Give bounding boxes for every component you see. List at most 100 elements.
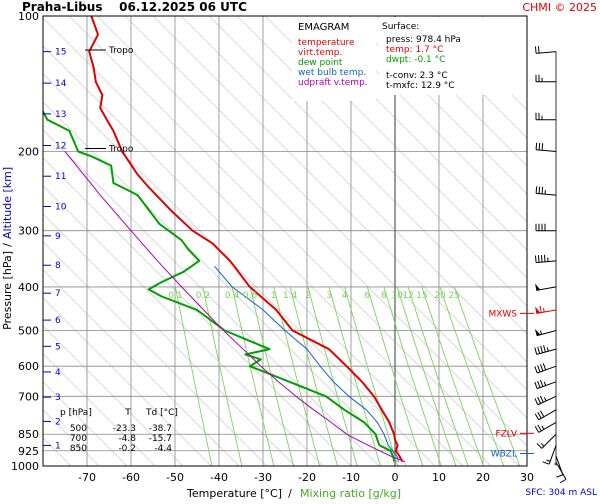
mxws-marker-label: MXWS xyxy=(488,309,517,319)
wind-barb xyxy=(535,46,556,53)
mixing-ratio-label: 8 xyxy=(381,291,387,301)
wind-barb xyxy=(543,445,556,464)
wind-barb xyxy=(535,380,556,389)
y-axis-title: Pressure [hPa] / Altitude [km] xyxy=(1,167,14,330)
mixing-ratio-label: 0.4 xyxy=(225,291,240,301)
x-axis-separator: / xyxy=(288,487,292,500)
wind-barb xyxy=(536,75,556,82)
altitude-tick-label: 2 xyxy=(55,417,61,427)
table-row-500-t: -23.3 xyxy=(113,424,136,434)
altitude-tick-label: 6 xyxy=(55,316,61,326)
altitude-tick-label: 4 xyxy=(55,368,61,378)
mixing-ratio-label: 1.4 xyxy=(283,291,298,301)
wind-barb xyxy=(536,143,556,152)
temperature-tick-label: -70 xyxy=(78,471,96,484)
altitude-tick-label: 10 xyxy=(55,203,67,213)
tropopause-label: Tropo xyxy=(108,145,134,155)
y-axis-label-altitude: Altitude [km] xyxy=(1,167,14,239)
table-row-500-p: 500 xyxy=(70,424,87,434)
altitude-tick-label: 9 xyxy=(55,232,61,242)
wind-barb xyxy=(536,113,556,120)
table-row-700-p: 700 xyxy=(70,434,87,444)
altitude-tick-label: 3 xyxy=(55,393,61,403)
mixing-ratio-label: 2 xyxy=(305,291,311,301)
legend-entry-updraft: udpraft v.temp. xyxy=(298,78,368,88)
altitude-tick-label: 1 xyxy=(55,441,61,451)
mixing-ratio-label: 4 xyxy=(342,291,348,301)
temperature-tick-label: -10 xyxy=(342,471,360,484)
table-header-td: Td [°C] xyxy=(145,408,178,418)
temperature-tick-label: -30 xyxy=(254,471,272,484)
wind-barb xyxy=(556,456,563,477)
altitude-tick-label: 14 xyxy=(55,79,67,89)
surface-heading: Surface: xyxy=(382,22,419,32)
mixing-ratio-label: 0.1 xyxy=(168,291,182,301)
pressure-tick-label: 700 xyxy=(18,390,39,403)
legend-entry-virtual-temperature: virt.temp. xyxy=(298,48,342,58)
altitude-tick-label: 15 xyxy=(55,48,66,58)
altitude-tick-label: 12 xyxy=(55,142,66,152)
table-row-850-p: 850 xyxy=(70,444,87,454)
pressure-tick-label: 400 xyxy=(18,281,39,294)
surface-tconv: t-conv: 2.3 °C xyxy=(386,71,448,81)
altitude-tick-label: 7 xyxy=(55,289,61,299)
surface-pressure: press: 978.4 hPa xyxy=(386,35,461,45)
altitude-tick-label: 13 xyxy=(55,110,66,120)
wind-barb xyxy=(537,434,556,448)
x-axis-label-mixing: Mixing ratio [g/kg] xyxy=(300,487,401,500)
legend-box: EMAGRAM temperature virt.temp. dew point… xyxy=(292,17,376,101)
mixing-ratio-label: 20 xyxy=(434,291,446,301)
pressure-tick-label: 600 xyxy=(18,360,39,373)
pressure-tick-label: 500 xyxy=(18,325,39,338)
mixing-ratio-label: 6 xyxy=(364,291,370,301)
temperature-tick-label: -40 xyxy=(210,471,228,484)
mixing-ratio-label: 10 xyxy=(391,291,403,301)
wind-barb xyxy=(535,284,556,291)
temperature-tick-label: 10 xyxy=(432,471,446,484)
wind-barb xyxy=(556,462,566,483)
surface-box: Surface: press: 978.4 hPa temp: 1.7 °C d… xyxy=(379,17,526,95)
table-row-700-td: -15.7 xyxy=(149,434,172,444)
surface-tmxfc: t-mxfc: 12.9 °C xyxy=(386,81,455,91)
x-axis-title: Temperature [°C] / Mixing ratio [g/kg] xyxy=(186,487,401,500)
temperature-tick-label: -20 xyxy=(298,471,316,484)
wbzl-marker-label: WBZL xyxy=(491,450,517,460)
y-axis-separator: / xyxy=(1,243,14,247)
mixing-ratio-label: 25 xyxy=(449,291,460,301)
surface-temperature: temp: 1.7 °C xyxy=(386,45,443,55)
tropopause-label: Tropo xyxy=(108,46,134,56)
legend-entry-temperature: temperature xyxy=(298,38,355,48)
mixing-ratio-label: 1 xyxy=(271,291,277,301)
wind-barbs xyxy=(535,46,566,483)
table-row-850-td: -4.4 xyxy=(154,444,172,454)
mixing-ratio-label: 3 xyxy=(326,291,332,301)
credit-text: CHMI © 2025 xyxy=(522,1,597,14)
temperature-tick-label: -50 xyxy=(166,471,184,484)
mixing-ratio-label: 15 xyxy=(416,291,427,301)
mixing-ratio-label: 0.2 xyxy=(196,291,210,301)
wind-barb xyxy=(536,186,556,195)
temperature-tick-label: 30 xyxy=(520,471,534,484)
mixing-ratio-label: 0.6 xyxy=(243,291,258,301)
pressure-tick-label: 925 xyxy=(18,445,39,458)
surface-height-label: SFC: 304 m ASL xyxy=(525,488,597,498)
table-row-500-td: -38.7 xyxy=(149,424,172,434)
wind-barb xyxy=(535,363,556,373)
wind-barb xyxy=(535,345,556,354)
temperature-tick-label: -60 xyxy=(122,471,140,484)
temperature-tick-label: 20 xyxy=(476,471,490,484)
altitude-tick-label: 5 xyxy=(55,342,61,352)
pressure-tick-label: 200 xyxy=(18,146,39,159)
pressure-tick-label: 850 xyxy=(18,428,39,441)
legend-entry-dew-point: dew point xyxy=(298,58,343,68)
temperature-tick-label: 0 xyxy=(392,471,399,484)
surface-dewpoint: dwpt: -0.1 °C xyxy=(386,55,445,65)
altitude-tick-label: 11 xyxy=(55,172,66,182)
legend-heading: EMAGRAM xyxy=(298,22,349,33)
chart-title: Praha-Libus 06.12.2025 06 UTC xyxy=(22,0,247,14)
wind-barb xyxy=(535,396,556,405)
altitude-tick-label: 8 xyxy=(55,261,61,271)
table-row-700-t: -4.8 xyxy=(118,434,136,444)
